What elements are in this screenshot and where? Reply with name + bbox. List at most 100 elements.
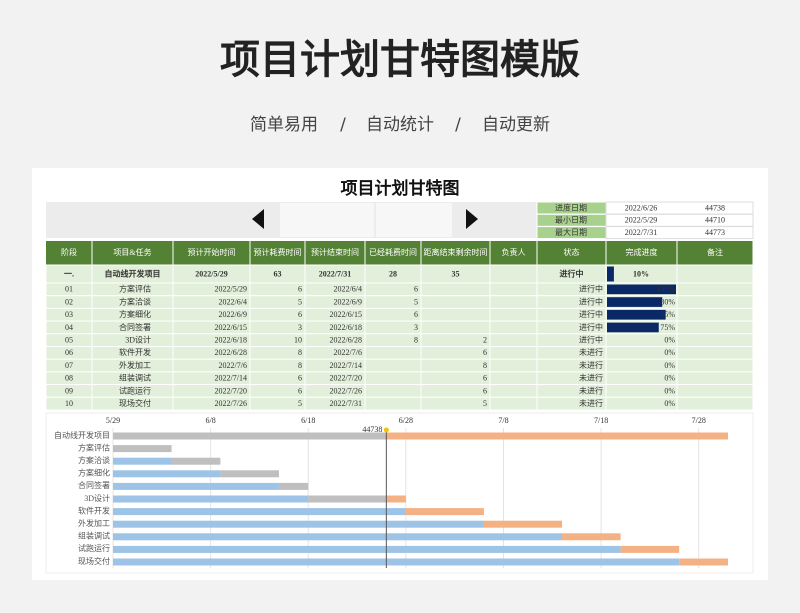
cell: 试跑运行 (119, 385, 151, 395)
gantt-remaining-bar (620, 545, 680, 553)
cell: 28 (389, 269, 397, 278)
subtitle: 简单易用 / 自动统计 / 自动更新 (250, 115, 550, 135)
cell: 5 (298, 399, 302, 408)
cell: 进行中 (579, 296, 603, 306)
cell: 08 (65, 374, 73, 383)
progress-label: 0% (664, 399, 675, 408)
progress-label: 100% (656, 285, 675, 294)
gantt-used-bar (113, 432, 387, 440)
column-header: 阶段 (61, 247, 77, 257)
subtitle-item: / (340, 115, 346, 135)
gantt-used-bar (308, 495, 387, 503)
subtitle-item: / (455, 115, 461, 135)
cell: 未进行 (579, 385, 603, 395)
subtitle-item: 自动更新 (482, 115, 550, 135)
cell: 07 (65, 361, 73, 370)
task-row (45, 358, 754, 373)
gantt-remaining-bar (483, 520, 563, 528)
cell: 方案评估 (119, 284, 151, 294)
cell: 方案洽谈 (119, 296, 151, 306)
gantt-row-label: 方案洽谈 (78, 455, 110, 465)
column-header: 完成进度 (626, 247, 658, 257)
progress-label: 85% (660, 310, 675, 319)
progress-bar (607, 284, 676, 295)
gantt-offset-bar (113, 558, 680, 566)
cell: 3 (414, 323, 418, 332)
progress-marker-dot (383, 427, 389, 433)
subtitle-item: 简单易用 (250, 115, 318, 135)
content: 进度日期 2022/6/26 44738 最小日期 2022/5/29 44710 最大日期… (45, 201, 754, 568)
cell: 01 (65, 285, 73, 294)
gantt-remaining-bar (562, 533, 621, 541)
cell: 5 (414, 297, 418, 306)
progress-label: 0% (664, 374, 675, 383)
cell: 2022/6/15 (215, 323, 247, 332)
cell: 进行中 (560, 268, 584, 278)
sheet-title: 项目计划甘特图 (341, 178, 460, 199)
control-field (376, 203, 452, 237)
gantt-used-bar (113, 445, 172, 453)
gantt-row-label: 组装调试 (78, 531, 110, 541)
cell: 63 (274, 269, 282, 278)
cell: 10 (294, 335, 302, 344)
cell: 5 (483, 399, 487, 408)
gantt-offset-bar (113, 470, 221, 478)
info-serial: 44738 (705, 203, 725, 212)
gantt-tick-label: 6/18 (301, 416, 315, 425)
column-header: 预计开始时间 (188, 247, 236, 257)
gantt-row-label: 软件开发 (78, 505, 110, 515)
subtitle-item: 自动统计 (366, 115, 434, 135)
info-cell (605, 226, 754, 240)
gantt-row-label: 方案评估 (78, 442, 110, 452)
gantt-row-label: 现场交付 (78, 556, 110, 566)
cell: 进行中 (579, 284, 603, 294)
cell: 2022/6/28 (330, 335, 362, 344)
cell: 现场交付 (119, 398, 151, 408)
gantt-offset-bar (113, 495, 309, 503)
cell: 8 (298, 348, 302, 357)
info-date: 2022/6/26 (625, 203, 657, 212)
cell: 35 (452, 269, 460, 278)
cell: 2022/5/29 (195, 269, 227, 278)
gantt-remaining-bar (386, 495, 406, 503)
gantt-tick-label: 7/18 (594, 416, 608, 425)
cell: 8 (298, 361, 302, 370)
gantt-offset-bar (113, 520, 484, 528)
next-arrow[interactable] (466, 209, 478, 229)
cell: 2022/7/14 (330, 361, 362, 370)
column-header: 已经耗费时间 (369, 247, 417, 257)
cell: 02 (65, 297, 73, 306)
cell: 2022/7/6 (334, 348, 362, 357)
gantt-row-label: 外发加工 (78, 518, 110, 528)
cell: 2022/6/15 (330, 310, 362, 319)
gantt-offset-bar (113, 482, 279, 490)
cell: 未进行 (579, 373, 603, 383)
progress-label: 0% (664, 348, 675, 357)
info-date: 2022/7/31 (625, 228, 657, 237)
gantt-offset-bar (113, 533, 563, 541)
cell: 2022/7/6 (219, 361, 247, 370)
cell: 2022/6/9 (219, 310, 247, 319)
cell: 方案细化 (119, 309, 151, 319)
cell: 2022/7/31 (319, 269, 351, 278)
task-row (45, 384, 754, 398)
cell: 09 (65, 386, 73, 395)
cell: 进行中 (579, 309, 603, 319)
cell: 6 (483, 386, 487, 395)
info-label: 最大日期 (555, 227, 587, 237)
prev-arrow[interactable] (252, 209, 264, 229)
cell: 2022/7/20 (215, 386, 247, 395)
gantt-remaining-bar (679, 558, 728, 566)
progress-bar (607, 322, 659, 333)
gantt-tick-label: 7/28 (692, 416, 706, 425)
info-date: 2022/5/29 (625, 216, 657, 225)
gantt-used-bar (171, 457, 221, 465)
task-row (45, 371, 754, 386)
gantt-row-label: 方案细化 (78, 468, 110, 478)
header-row (46, 241, 753, 265)
progress-label: 10% (633, 269, 649, 278)
info-serial: 44773 (705, 228, 725, 237)
gantt-tick-label: 5/29 (106, 416, 120, 425)
cell: 未进行 (579, 360, 603, 370)
